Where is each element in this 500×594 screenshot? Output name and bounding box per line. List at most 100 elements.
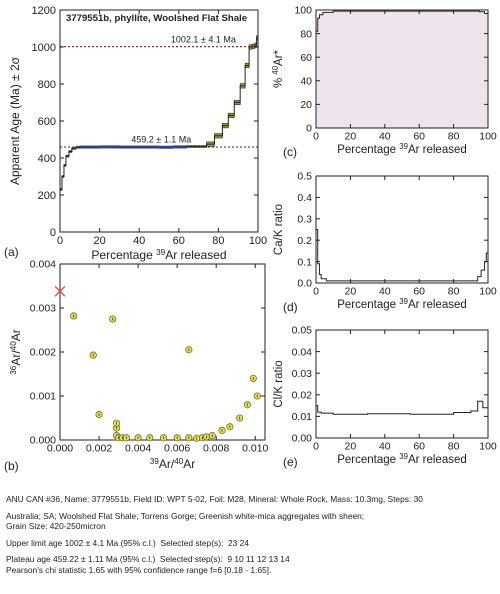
y-tick-label: 0.02: [292, 389, 313, 401]
x-tick-label: 0.002: [86, 443, 112, 455]
y-tick-label: 800: [38, 79, 56, 91]
panel-b: 0.000 0.002 0.004 0.006 0.008 0.010 0.000 0.001…: [4, 259, 269, 473]
y-tick-label: 60: [300, 52, 312, 64]
panel-e-ylabel: Cl/K ratio: [273, 360, 285, 407]
plot-frame: [315, 175, 489, 284]
footer-line-plateau: Plateau age 459.22 ± 1.11 Ma (95% c.l.) …: [6, 554, 290, 565]
x-tick-label: 80: [212, 235, 224, 247]
panel-c-xlabel: Percentage 39Ar released: [337, 142, 467, 157]
y-tick-label: 20: [300, 99, 312, 111]
x-tick-label: 0: [313, 441, 319, 453]
panel-a-title: 3779551b, phyllite, Woolshed Flat Shale: [66, 13, 247, 24]
x-tick-label: 40: [379, 286, 391, 298]
x-tick-label: 80: [448, 286, 460, 298]
panel-b-xlabel: 39Ar/40Ar: [150, 457, 196, 472]
ratio-line: [316, 10, 488, 32]
x-tick-label: 60: [173, 235, 185, 247]
panel-d-xlabel: Percentage 39Ar released: [337, 297, 467, 312]
upper-limit-label: 1002.1 ± 4.1 Ma: [171, 34, 236, 44]
x-tick-label: 20: [345, 441, 357, 453]
x-tick-label: 40: [133, 235, 145, 247]
panel-d-letter: (d): [283, 300, 298, 314]
panel-c-letter: (c): [283, 145, 297, 159]
y-tick-label: 0.004: [30, 259, 56, 271]
panel-b-ylabel: 36Ar/40Ar: [9, 329, 24, 375]
plateau-label: 459.2 ± 1.1 Ma: [131, 134, 191, 144]
panel-a-ylabel: Apparent Age (Ma) ± 2σ: [8, 56, 22, 185]
panel-a-letter: (a): [4, 245, 19, 259]
x-tick-label: 0: [313, 131, 319, 143]
panel-e-xlabel: Percentage 39Ar released: [337, 452, 467, 467]
footer-notes: ANU CAN #36, Name: 3779551b, Field ID: W…: [6, 494, 494, 576]
y-tick-label: 0.0: [297, 278, 312, 290]
x-tick-label: 20: [93, 235, 105, 247]
panel-d-ylabel: Ca/K ratio: [273, 204, 285, 255]
y-tick-label: 0.001: [30, 391, 56, 403]
footer-line-run-info: ANU CAN #36, Name: 3779551b, Field ID: W…: [6, 494, 423, 504]
x-tick-label: 80: [448, 441, 460, 453]
x-tick-label: 0.010: [242, 443, 268, 455]
panel-e-letter: (e): [283, 455, 298, 469]
x-tick-label: 100: [479, 286, 497, 298]
panel-e: 0 20 40 60 80 100 0.00 0.01 0.02 0.03 0.04 0.05 Perc…: [273, 325, 497, 469]
x-tick-label: 0: [313, 286, 319, 298]
ratio-line: [316, 229, 488, 282]
panel-d: 0 20 40 60 80 100 0.0 0.1 0.2 0.3 0.4 0.5 Percentage…: [273, 171, 497, 314]
x-tick-label: 100: [479, 441, 497, 453]
y-tick-label: 1000: [32, 42, 56, 54]
y-tick-label: 0.3: [297, 213, 312, 225]
y-tick-label: 0.5: [297, 171, 312, 183]
panel-b-letter: (b): [4, 459, 19, 473]
y-tick-label: 600: [38, 116, 56, 128]
footer-line-chi: Pearson's chi statistic 1.65 with 95% co…: [6, 564, 272, 575]
y-tick-label: 0.2: [297, 235, 312, 247]
plot-frame: [315, 329, 489, 439]
y-tick-label: 1200: [32, 5, 56, 17]
y-tick-label: 0.003: [30, 303, 56, 315]
footer-line-grain-size: Grain Size: 420-250micron: [6, 521, 106, 532]
x-tick-label: 20: [345, 131, 357, 143]
y-tick-label: 0.4: [297, 192, 312, 204]
footer-line-upper-limit: Upper limit age 1002 ± 4.1 Ma (95% c.l.)…: [6, 537, 249, 548]
y-tick-label: 0.01: [292, 411, 313, 423]
y-tick-label: 200: [38, 190, 56, 202]
area-fill: [316, 11, 488, 128]
y-tick-label: 0: [306, 123, 312, 135]
y-tick-label: 0.000: [30, 435, 56, 447]
x-tick-label: 100: [479, 131, 497, 143]
intercept-marker: [54, 285, 66, 297]
y-tick-label: 80: [300, 28, 312, 40]
x-tick-label: 0.000: [47, 443, 73, 455]
panel-a: 0 20 40 60 80 1000200400600800100012003779551…: [4, 5, 267, 262]
figure: 0 20 40 60 80 1000200400600800100012003779551…: [4, 5, 497, 473]
y-tick-label: 100: [294, 5, 312, 17]
x-tick-label: 0.006: [164, 443, 190, 455]
x-tick-label: 100: [249, 235, 267, 247]
panel-a-xlabel: Percentage 39Ar released: [91, 248, 226, 263]
panel-c: 0 20 40 60 80 100 0 20 40 60 80 100 Percentage 39Ar …: [271, 5, 497, 159]
plot-frame: [315, 9, 489, 129]
y-tick-label: 0.00: [292, 433, 313, 445]
y-tick-label: 0.1: [297, 256, 312, 268]
y-tick-label: 0.05: [292, 325, 313, 337]
x-tick-label: 0.008: [203, 443, 229, 455]
y-tick-label: 0.04: [292, 346, 313, 358]
panel-c-ylabel: % 40Ar*: [271, 49, 286, 88]
x-tick-label: 20: [345, 286, 357, 298]
y-tick-label: 0: [50, 227, 56, 239]
x-tick-label: 0: [57, 235, 63, 247]
x-tick-label: 0.004: [125, 443, 151, 455]
x-tick-label: 40: [379, 441, 391, 453]
x-tick-label: 60: [413, 131, 425, 143]
x-tick-label: 40: [379, 131, 391, 143]
y-tick-label: 0.002: [30, 347, 56, 359]
y-tick-label: 40: [300, 75, 312, 87]
footer-line-location: Australia; SA; Woolshed Flat Shale; Torr…: [6, 510, 365, 521]
y-tick-label: 0.03: [292, 368, 313, 380]
ratio-line: [316, 400, 488, 415]
x-tick-label: 80: [448, 131, 460, 143]
x-tick-label: 60: [413, 286, 425, 298]
y-tick-label: 400: [38, 153, 56, 165]
plot-frame: [59, 263, 266, 441]
x-tick-label: 60: [413, 441, 425, 453]
